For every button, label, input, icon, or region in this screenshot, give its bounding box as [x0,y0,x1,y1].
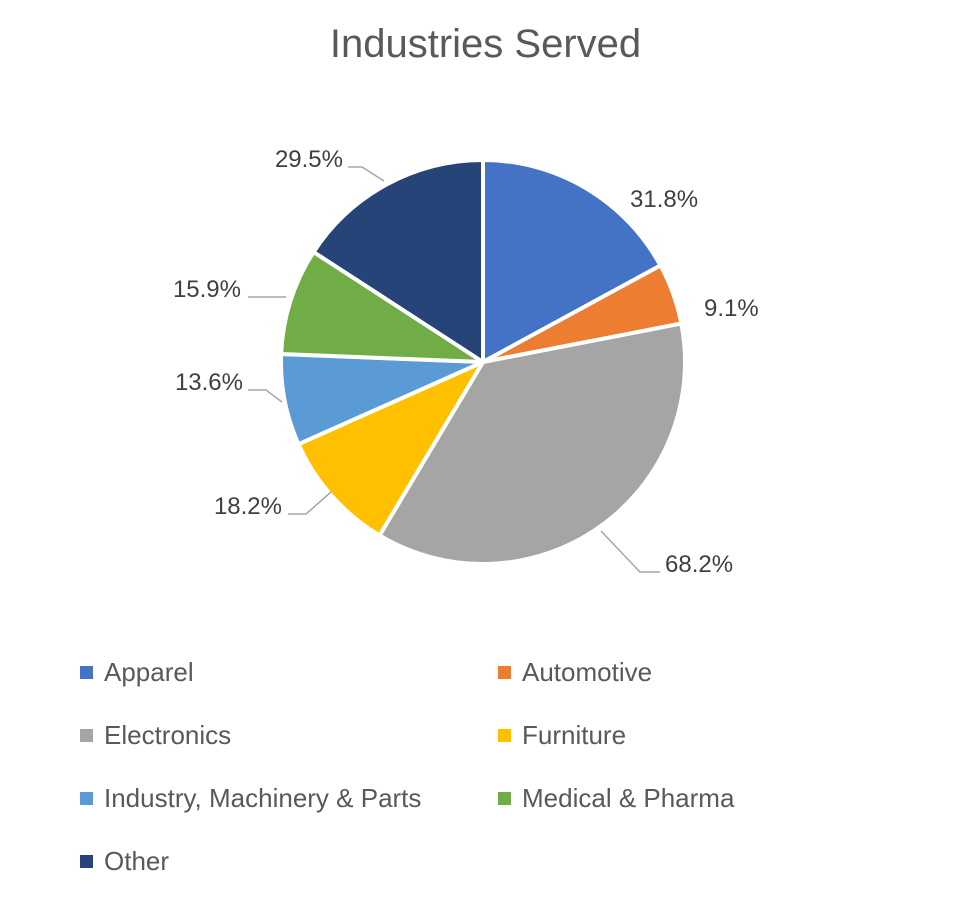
data-label-apparel: 31.8% [630,186,698,213]
data-label-other: 29.5% [275,146,343,173]
data-label-electronics: 68.2% [665,551,733,578]
data-labels: 31.8% 9.1% 68.2% 18.2% 13.6% 15.9% 29.5% [173,146,759,578]
leader-line-industry-machinery-parts [248,389,283,403]
pie-slice-furniture [296,360,485,538]
pie-slices [279,158,687,566]
data-label-medical-pharma: 15.9% [173,276,241,303]
pie-slice-electronics [377,321,687,566]
legend-swatch [498,665,511,679]
legend-swatch [80,665,93,679]
pie-chart: 31.8% 9.1% 68.2% 18.2% 13.6% 15.9% 29.5% [173,146,759,578]
legend-label: Industry, Machinery & Parts [104,782,422,813]
pie-slice-other [311,158,485,364]
data-label-automotive: 9.1% [704,295,759,322]
legend-label: Furniture [522,719,627,750]
legend-swatch [80,791,93,805]
legend-swatch [498,728,511,742]
legend-label: Medical & Pharma [522,782,735,813]
legend-item-automotive: Automotive [498,652,652,692]
leader-line-other [348,166,385,182]
leader-lines [248,166,660,573]
leader-line-furniture [288,491,332,515]
legend-item-furniture: Furniture [498,715,626,755]
legend-item-other: Other [80,841,169,881]
data-label-industry-machinery-parts: 13.6% [175,369,243,396]
legend-swatch [80,728,93,742]
chart-title: Industries Served [329,22,642,66]
data-label-furniture: 18.2% [214,493,282,520]
legend-swatch [80,854,93,868]
legend-label: Automotive [522,656,653,687]
legend-item-apparel: Apparel [80,652,194,692]
pie-slice-medical-pharma [279,250,485,364]
legend-item-industry-machinery-parts: Industry, Machinery & Parts [80,778,421,818]
legend-label: Other [104,845,170,876]
pie-slice-apparel [481,158,663,364]
legend-item-electronics: Electronics [80,715,231,755]
legend-label: Apparel [104,656,194,687]
legend-swatch [498,791,511,805]
legend-item-medical-pharma: Medical & Pharma [498,778,734,818]
legend-label: Electronics [104,719,232,750]
leader-line-electronics [600,530,660,573]
